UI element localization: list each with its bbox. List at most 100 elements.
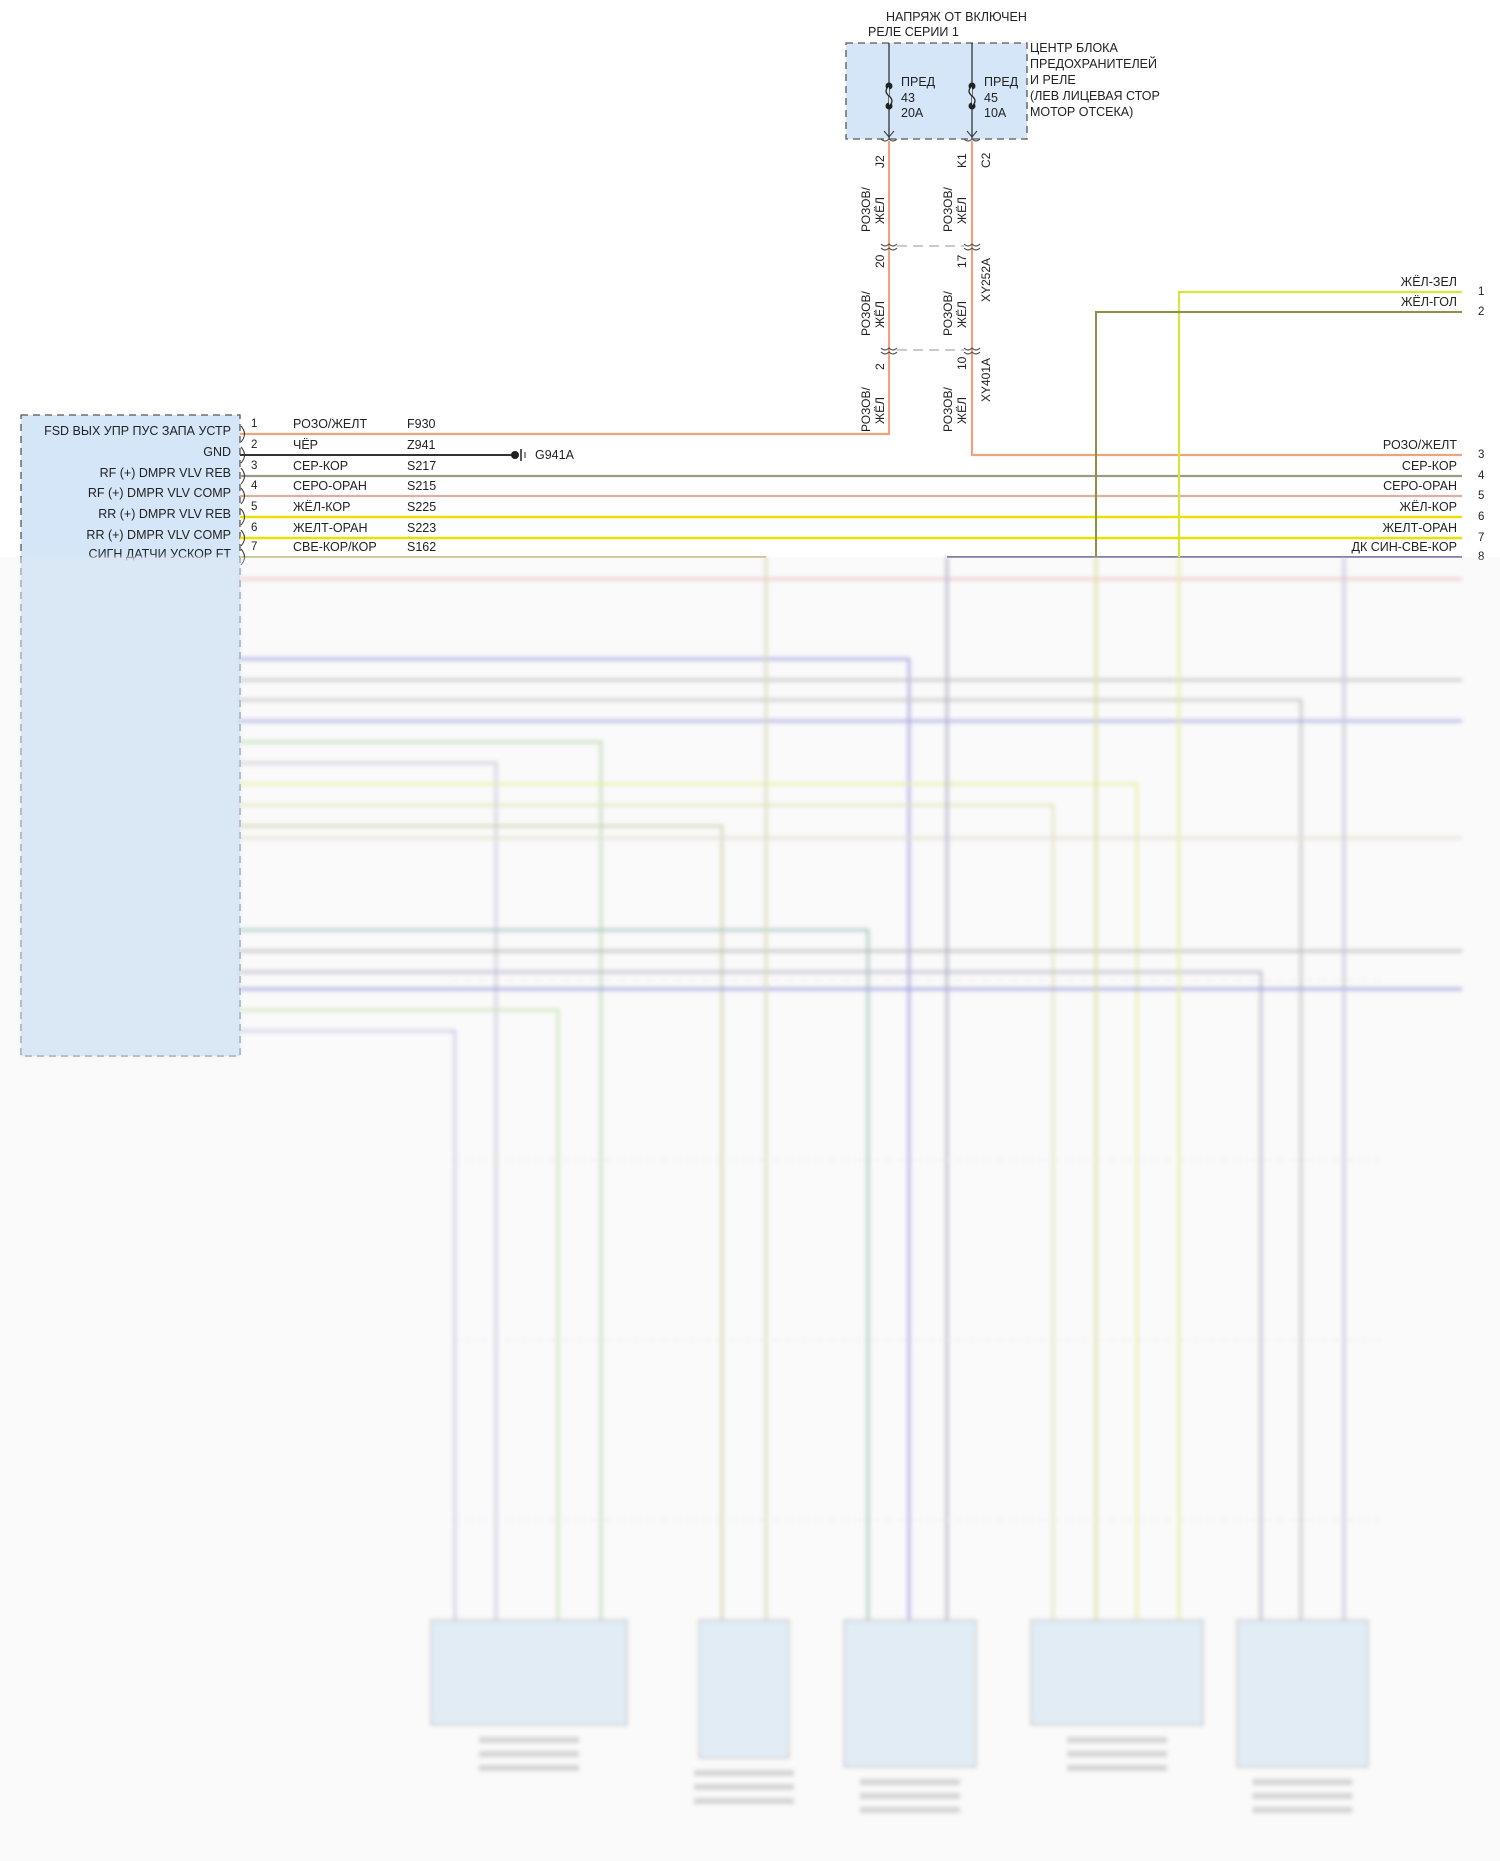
pin-number: 3 [1478,449,1485,461]
component-label-blurred [860,1807,960,1813]
component-box-blurred [698,1619,790,1759]
component-label-blurred [1067,1737,1167,1743]
wire-color: ЧЁР [293,438,319,452]
fuse-block-name-line: ЦЕНТР БЛОКА [1030,41,1118,55]
fuse-block-name-line: И РЕЛЕ [1030,73,1076,87]
pin-number: 1 [251,418,258,430]
wire-color: СЕР-КОР [1401,459,1457,473]
pin-number: 5 [251,501,258,513]
fuse-block-name-line: ПРЕДОХРАНИТЕЛЕЙ [1030,57,1157,71]
diagram-lower-section-blurred [21,557,1462,1813]
ground-label: G941A [535,448,574,462]
fuse-45-icon [968,82,976,110]
pin-function: FSD ВЫХ УПР ПУС ЗАПА УСТР [44,424,231,438]
wire-color-line1: РОЗОВ/ [941,387,955,432]
wire-color-line1: РОЗОВ/ [859,291,873,336]
wire-blurred [240,740,603,1620]
fuse-number: 45 [984,91,998,105]
component-label-blurred [1067,1751,1167,1757]
pin-number: 4 [1478,470,1485,482]
blur-overlay [0,557,1500,1861]
wire-blurred [240,824,724,1620]
pin-number: 7 [1478,532,1485,544]
component-label-blurred [860,1793,960,1799]
circuit-id: S162 [407,540,437,554]
wire-color: ЖЁЛ-ГОЛ [1400,295,1457,309]
pin-number: J2 [873,155,887,168]
pin-number: 2 [251,439,258,451]
wire-color: СВЕ-КОР/КОР [293,540,377,554]
component-label-blurred [860,1779,960,1785]
fuse-block-box [845,42,1028,140]
wire-color: ЖЕЛТ-ОРАН [1382,521,1457,535]
wire-color: ЖЁЛ-ЗЕЛ [1400,275,1457,289]
wire-color-line2: ЖЁЛ [955,397,969,424]
wire-right-vertical [970,141,1462,457]
connector-id: XY252A [979,257,993,302]
wire-color-line1: РОЗОВ/ [941,187,955,232]
connector-id: XY401A [979,357,993,402]
component-box-blurred [1236,1619,1369,1768]
pin-function: RF (+) DMPR VLV REB [99,466,231,480]
wire-blurred [240,698,1303,1620]
wire-color-line1: РОЗОВ/ [941,291,955,336]
component-box-blurred [843,1619,977,1768]
component-label-blurred [479,1737,579,1743]
pin-number: 8 [1478,551,1485,563]
wire-blurred [240,970,1263,1620]
pin-number: K1 [955,153,969,168]
wire-color: СЕРО-ОРАН [1383,479,1457,493]
fuse-block-name: ЦЕНТР БЛОКА ПРЕДОХРАНИТЕЛЕЙ И РЕЛЕ (ЛЕВ … [1030,41,1160,119]
component-label-blurred [1252,1807,1353,1813]
pin-number: 3 [251,460,258,472]
wire-blurred [240,657,911,1620]
circuit-id: S215 [407,479,437,493]
wire-color-line1: РОЗОВ/ [859,187,873,232]
wire-color-line2: ЖЁЛ [955,301,969,328]
ground-icon [511,449,526,461]
wire-color: СЕР-КОР [293,459,349,473]
pin-number: 2 [1478,306,1485,318]
pin-number: 20 [873,254,887,268]
fuse-43-icon [885,82,893,110]
fuse-block-name-line: МОТОР ОТСЕКА) [1030,105,1134,119]
fuse-label: ПРЕД [984,75,1019,89]
wire-color: ЖЁЛ-КОР [1399,500,1457,514]
circuit-id: F930 [407,417,436,431]
wire-color: ДК СИН-СВЕ-КОР [1351,540,1458,554]
component-label-blurred [479,1765,579,1771]
circuit-id: S223 [407,521,437,535]
pin-function: RR (+) DMPR VLV REB [98,507,231,521]
wire-blurred [240,782,1139,1620]
wire-pin1-yellow-green [1177,290,1462,557]
fuse-rating: 10A [984,106,1007,120]
wire-blurred [240,928,870,1620]
fuse-label: ПРЕД [901,75,936,89]
pin-number: 1 [1478,286,1485,298]
fuse-number: 43 [901,91,915,105]
wire-blurred [240,761,498,1620]
component-label-blurred [694,1770,794,1776]
component-label-blurred [1252,1779,1353,1785]
wire-color-line2: ЖЁЛ [955,197,969,224]
pin-number: 5 [1478,490,1485,502]
module-pin-brackets [240,425,245,566]
component-label-blurred [1252,1793,1353,1799]
wire-color: РОЗО/ЖЕЛТ [1382,438,1457,452]
inline-connector-marks [880,138,981,355]
wire-color-line2: ЖЁЛ [873,301,887,328]
pin-number: 6 [1478,511,1485,523]
pin-function: GND [203,445,231,459]
component-label-blurred [694,1798,794,1804]
wire-color-line2: ЖЁЛ [873,397,887,424]
component-box-blurred [430,1619,628,1726]
pin-number: 7 [251,541,258,553]
supply-label-line1: НАПРЯЖ ОТ ВКЛЮЧЕН [886,10,1027,24]
pin-number: 17 [955,254,969,268]
component-label-blurred [479,1751,579,1757]
circuit-id: S225 [407,500,437,514]
wire-blurred [240,1008,560,1620]
wire-color-line2: ЖЁЛ [873,197,887,224]
component-box-blurred [1030,1619,1204,1726]
